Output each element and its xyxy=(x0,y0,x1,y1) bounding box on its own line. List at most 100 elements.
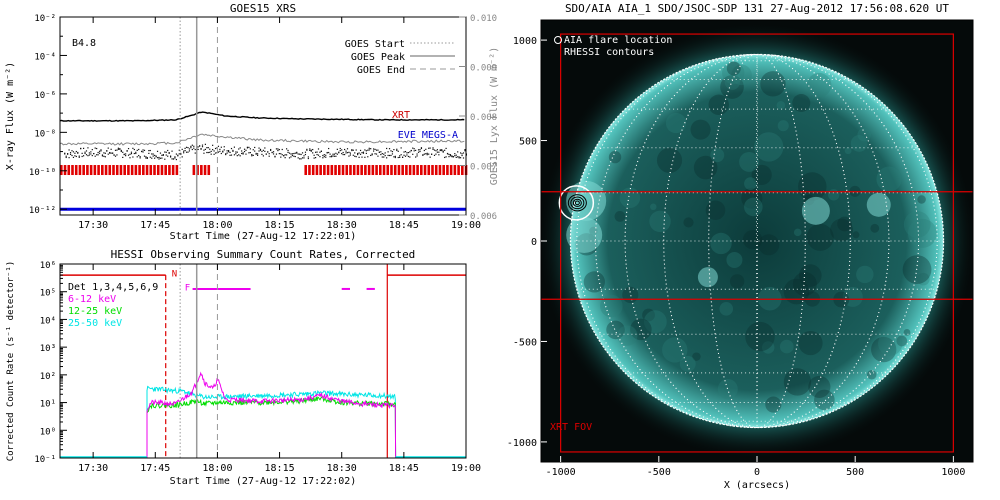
disk-texture xyxy=(792,272,817,297)
background-point xyxy=(238,154,240,156)
background-point xyxy=(303,155,305,157)
background-point xyxy=(314,151,317,153)
background-point xyxy=(435,150,437,152)
background-point xyxy=(307,156,309,158)
active-region xyxy=(801,196,830,225)
background-point xyxy=(68,149,70,151)
background-point xyxy=(227,150,230,152)
background-point xyxy=(96,154,98,156)
background-point xyxy=(155,155,157,157)
background-point xyxy=(281,148,283,151)
background-point xyxy=(243,148,246,150)
background-point xyxy=(127,147,130,150)
active-region xyxy=(697,267,718,288)
background-point xyxy=(372,148,375,150)
background-point xyxy=(258,147,260,149)
background-point xyxy=(394,156,396,159)
disk-texture xyxy=(617,325,638,346)
background-point xyxy=(299,153,301,155)
background-point xyxy=(167,155,169,157)
background-point xyxy=(452,156,454,158)
background-point xyxy=(193,145,195,147)
disk-texture xyxy=(814,389,835,411)
background-point xyxy=(93,153,95,155)
xrt-coverage-tick xyxy=(393,165,397,176)
xrt-coverage-tick xyxy=(319,165,322,176)
background-point xyxy=(188,148,191,150)
background-point xyxy=(300,158,302,160)
background-point xyxy=(91,154,93,157)
disk-texture xyxy=(619,187,641,208)
disk-texture xyxy=(783,368,812,396)
background-point xyxy=(184,149,186,152)
background-point xyxy=(454,153,456,155)
series-label-xrt: XRT xyxy=(392,110,410,121)
disk-texture xyxy=(722,61,745,85)
background-point xyxy=(370,154,372,157)
xrt-coverage-tick xyxy=(427,165,431,176)
xrt-coverage-tick xyxy=(153,165,156,176)
background-point xyxy=(149,156,151,158)
background-point xyxy=(107,153,109,155)
background-point xyxy=(64,152,66,154)
background-point xyxy=(367,149,369,151)
background-point xyxy=(371,154,373,156)
background-point xyxy=(142,149,144,151)
background-point xyxy=(275,148,278,150)
background-point xyxy=(328,151,330,154)
background-point xyxy=(181,156,183,158)
background-point xyxy=(325,156,327,158)
background-point xyxy=(110,148,112,150)
background-point xyxy=(151,153,153,155)
background-point xyxy=(301,152,304,154)
background-point xyxy=(68,157,70,159)
background-point xyxy=(225,153,227,155)
y-tick-label: 10⁰ xyxy=(40,427,56,437)
background-point xyxy=(367,156,369,158)
background-point xyxy=(119,148,121,150)
background-point xyxy=(187,151,189,153)
aia-image-panel: SDO/AIA AIA_1 SDO/JSOC-SDP 131 27-Aug-20… xyxy=(507,2,974,491)
disk-texture xyxy=(726,61,741,76)
disk-texture xyxy=(742,230,763,250)
background-point xyxy=(320,150,322,152)
background-point xyxy=(226,152,228,154)
background-point xyxy=(275,153,278,155)
disk-texture xyxy=(776,100,786,110)
xrt-coverage-tick xyxy=(82,165,85,176)
background-point xyxy=(454,155,456,157)
background-point xyxy=(261,153,263,156)
background-point xyxy=(175,158,177,161)
background-point xyxy=(345,150,347,152)
background-point xyxy=(204,148,206,150)
background-point xyxy=(139,157,141,159)
background-point xyxy=(264,150,266,152)
background-point xyxy=(433,149,436,151)
background-point xyxy=(90,153,92,155)
background-point xyxy=(357,153,359,156)
xrt-fov-label: XRT FOV xyxy=(550,422,592,433)
xrt-coverage-tick xyxy=(401,165,404,176)
background-point xyxy=(123,153,125,155)
xrt-coverage-tick xyxy=(134,165,138,176)
background-point xyxy=(133,148,135,151)
background-point xyxy=(236,151,238,153)
background-point xyxy=(304,151,307,153)
background-point xyxy=(191,144,193,146)
disk-texture xyxy=(679,355,696,372)
x-tick-label: 18:30 xyxy=(327,463,357,474)
background-point xyxy=(317,154,320,156)
background-point xyxy=(235,151,237,153)
background-point xyxy=(232,150,234,152)
background-point xyxy=(261,150,263,153)
background-point xyxy=(225,153,227,156)
background-point xyxy=(438,151,440,153)
background-point xyxy=(285,148,288,150)
background-point xyxy=(403,151,405,153)
background-point xyxy=(287,151,289,153)
background-point xyxy=(430,153,433,155)
xrt-coverage-tick xyxy=(67,165,71,176)
xrt-coverage-tick xyxy=(127,165,130,176)
xrt-coverage-tick xyxy=(349,165,352,176)
background-point xyxy=(346,148,349,150)
